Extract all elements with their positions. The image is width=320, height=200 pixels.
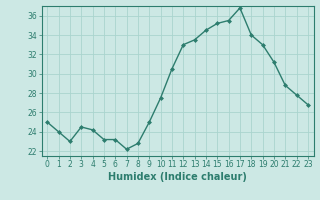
X-axis label: Humidex (Indice chaleur): Humidex (Indice chaleur) [108,172,247,182]
